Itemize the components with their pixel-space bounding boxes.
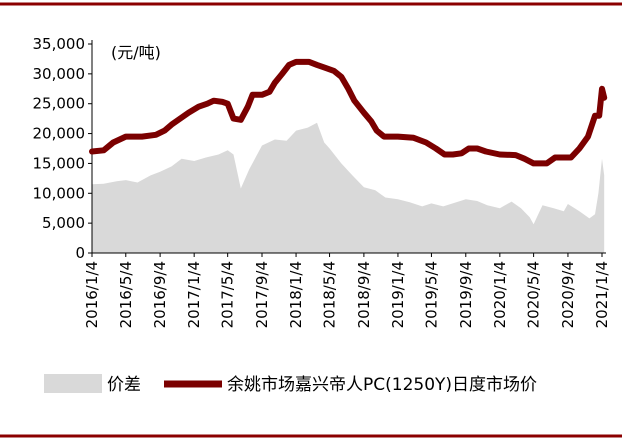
x-tick-label: 2018/1/4 [287,261,305,328]
x-tick-label: 2019/9/4 [457,261,475,328]
legend-swatch-spread [44,374,102,393]
x-tick-label: 2021/1/4 [593,261,611,328]
x-tick-label: 2018/9/4 [355,261,373,328]
y-tick-label: 35,000 [33,35,86,53]
legend-label-price: 余姚市场嘉兴帝人PC(1250Y)日度市场价 [227,375,537,395]
y-tick-label: 15,000 [33,154,86,172]
x-tick-label: 2017/5/4 [219,261,237,328]
x-tick-label: 2016/1/4 [83,261,101,328]
axis-layer [88,40,606,257]
series-price-line [89,58,608,167]
x-tick-label: 2017/1/4 [185,261,203,328]
x-tick-label: 2020/1/4 [491,261,509,328]
y-tick-label: 0 [75,244,85,262]
legend-label-spread: 价差 [107,375,141,395]
x-tick-label: 2020/9/4 [559,261,577,328]
x-tick-label: 2019/1/4 [389,261,407,328]
price-line-layer [89,58,608,167]
unit-label: (元/吨) [111,43,161,62]
spread-area-layer [92,122,605,253]
x-tick-label: 2016/5/4 [117,261,135,328]
y-tick-label: 10,000 [33,184,86,202]
x-tick-label: 2016/9/4 [151,261,169,328]
y-tick-label: 20,000 [33,125,86,143]
legend: 价差 余姚市场嘉兴帝人PC(1250Y)日度市场价 [44,374,537,395]
x-tick-label: 2020/5/4 [525,261,543,328]
x-tick-label: 2018/5/4 [321,261,339,328]
x-tick-label: 2017/9/4 [253,261,271,328]
x-tick-labels: 2016/1/4 2016/5/4 2016/9/4 2017/1/4 2017/5/4… [83,261,611,328]
y-tick-label: 5,000 [42,214,85,232]
y-tick-labels: 0 5,000 10,000 15,000 20,000 25,000 30,000 35,0… [33,35,86,262]
y-tick-label: 25,000 [33,95,86,113]
y-tick-label: 30,000 [33,65,86,83]
x-tick-label: 2019/5/4 [422,261,440,328]
series-spread-area [92,122,605,253]
